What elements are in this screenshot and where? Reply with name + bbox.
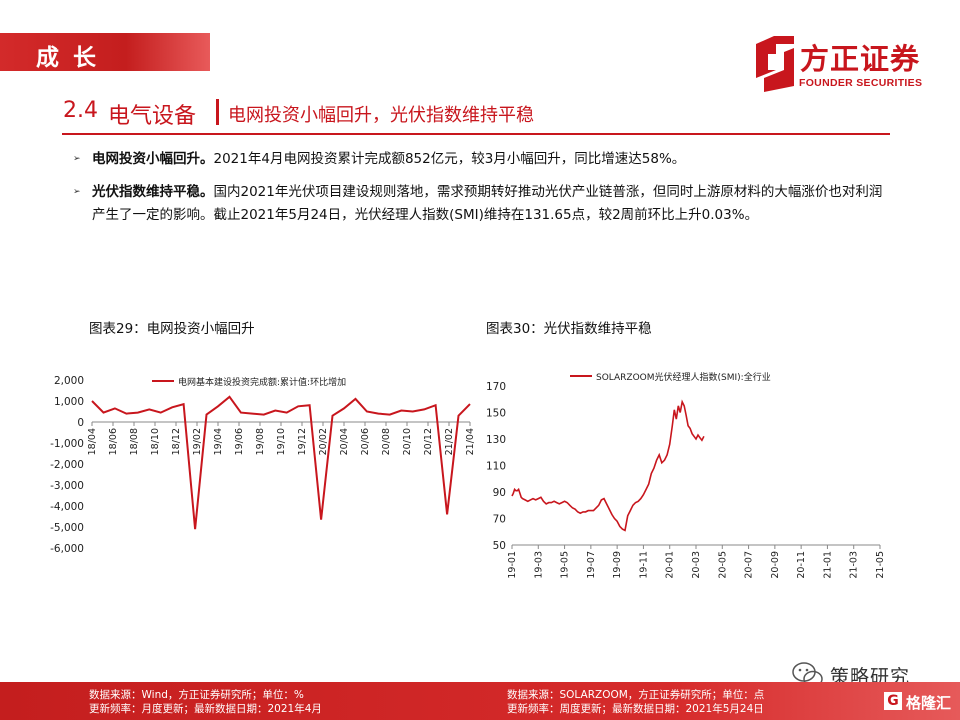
x-tick-label: 18/04 xyxy=(87,428,98,455)
logo-name-en: FOUNDER SECURITIES xyxy=(799,77,923,89)
x-tick-label: 20/08 xyxy=(381,428,392,455)
footer-bar xyxy=(0,682,960,720)
y-tick-label: 110 xyxy=(486,461,506,473)
y-tick-label: 150 xyxy=(486,408,506,420)
x-tick-label: 18/08 xyxy=(129,428,140,455)
x-tick-label: 20-07 xyxy=(744,551,755,579)
y-tick-label: 0 xyxy=(77,417,84,429)
section-subtitle: 电网投资小幅回升，光伏指数维持平稳 xyxy=(228,105,534,126)
x-tick-label: 19-05 xyxy=(560,551,571,579)
y-tick-label: -4,000 xyxy=(50,501,84,513)
bullet-lead: 电网投资小幅回升。 xyxy=(92,151,214,167)
chart30-source: 数据来源：SOLARZOOM，方正证券研究所；单位：点 xyxy=(507,689,765,701)
y-tick-label: -1,000 xyxy=(50,438,84,450)
x-tick-label: 19-01 xyxy=(507,551,518,579)
logo-name-cn: 方正证券 xyxy=(800,42,921,76)
y-tick-label: 2,000 xyxy=(54,375,84,387)
y-tick-label: 130 xyxy=(486,434,506,446)
x-tick-label: 20/12 xyxy=(423,428,434,455)
x-tick-label: 19/08 xyxy=(255,428,266,455)
founder-logo-icon xyxy=(756,36,794,92)
x-tick-label: 21/04 xyxy=(465,428,476,455)
chart29-update: 更新频率：月度更新；最新数据日期：2021年4月 xyxy=(89,703,322,715)
chart30-update: 更新频率：周度更新；最新数据日期：2021年5月24日 xyxy=(507,703,764,715)
x-tick-label: 19/12 xyxy=(297,428,308,455)
bullet-lead: 光伏指数维持平稳。 xyxy=(92,184,214,200)
chart-caption-pv: 图表30：光伏指数维持平稳 xyxy=(486,321,652,337)
x-tick-label: 18/06 xyxy=(108,428,119,455)
banner-label: 成长 xyxy=(36,45,110,71)
x-tick-label: 19/06 xyxy=(234,428,245,455)
x-tick-label: 20-11 xyxy=(796,551,807,579)
x-tick-label: 21-01 xyxy=(822,551,833,579)
y-tick-label: -5,000 xyxy=(50,522,84,534)
bullet-text: 国内2021年光伏项目建设规则落地，需求预期转好推动光伏产业链普涨，但同时上游原… xyxy=(92,184,883,223)
watermark-brand: 格隆汇 xyxy=(906,694,952,712)
x-tick-label: 21/02 xyxy=(444,428,455,455)
x-tick-label: 20/06 xyxy=(360,428,371,455)
x-tick-label: 21-03 xyxy=(849,551,860,579)
x-tick-label: 19/04 xyxy=(213,428,224,455)
bullet-pv-index: 光伏指数维持平稳。国内2021年光伏项目建设规则落地，需求预期转好推动光伏产业链… xyxy=(92,181,884,227)
x-tick-label: 19-07 xyxy=(586,551,597,579)
x-tick-label: 19/10 xyxy=(276,428,287,455)
gelonghui-logo-icon: G xyxy=(884,692,902,710)
x-tick-label: 20/10 xyxy=(402,428,413,455)
x-tick-label: 18/12 xyxy=(171,428,182,455)
section-divider xyxy=(216,99,219,125)
y-tick-label: 70 xyxy=(493,514,506,526)
x-tick-label: 18/10 xyxy=(150,428,161,455)
y-tick-label: -6,000 xyxy=(50,543,84,555)
chart29-source: 数据来源：Wind，方正证券研究所；单位：% xyxy=(89,689,304,701)
top-banner xyxy=(0,33,210,71)
bullet-arrow-icon: ➢ xyxy=(73,154,81,164)
x-tick-label: 21-05 xyxy=(875,551,886,579)
y-tick-label: 170 xyxy=(486,381,506,393)
y-tick-label: -3,000 xyxy=(50,480,84,492)
series-line xyxy=(91,395,471,530)
y-tick-label: 1,000 xyxy=(54,396,84,408)
pv-index-chart: 50 70 90 110 130 150 170 19-01 19-03 19-05 19-07 1… xyxy=(486,371,886,579)
series-line xyxy=(511,399,705,532)
x-tick-label: 19-09 xyxy=(612,551,623,579)
bullet-text: 2021年4月电网投资累计完成额852亿元，较3月小幅回升，同比增速达58%。 xyxy=(213,151,686,167)
x-tick-label: 20/04 xyxy=(339,428,350,455)
x-tick-label: 20-01 xyxy=(665,551,676,579)
x-tick-label: 20-09 xyxy=(770,551,781,579)
y-tick-label: 90 xyxy=(493,487,506,499)
section-number: 2.4 xyxy=(63,98,98,123)
y-tick-label: 50 xyxy=(493,540,506,552)
x-tick-label: 19-03 xyxy=(533,551,544,579)
legend-label: 电网基本建设投资完成额:累计值:环比增加 xyxy=(178,376,346,388)
bullet-grid-investment: 电网投资小幅回升。2021年4月电网投资累计完成额852亿元，较3月小幅回升，同… xyxy=(92,148,892,171)
header-rule xyxy=(62,133,890,135)
y-tick-label: -2,000 xyxy=(50,459,84,471)
section-title: 电气设备 xyxy=(108,104,197,129)
grid-investment-chart: 2,000 1,000 0 -1,000 -2,000 -3,000 -4,000 -5,00… xyxy=(50,375,476,555)
x-tick-label: 20-05 xyxy=(717,551,728,579)
bullet-arrow-icon: ➢ xyxy=(73,187,81,197)
x-tick-label: 19/02 xyxy=(192,428,203,455)
legend-label: SOLARZOOM光伏经理人指数(SMI):全行业 xyxy=(596,371,771,383)
chart-caption-grid: 图表29：电网投资小幅回升 xyxy=(89,321,255,337)
x-tick-label: 19-11 xyxy=(638,551,649,579)
x-tick-label: 20-03 xyxy=(691,551,702,579)
x-tick-label: 20/02 xyxy=(318,428,329,455)
